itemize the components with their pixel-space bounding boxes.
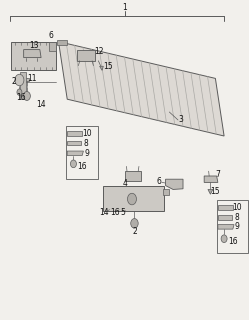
Polygon shape <box>24 50 41 58</box>
Text: 6: 6 <box>156 177 161 186</box>
Polygon shape <box>67 151 83 156</box>
Text: 16: 16 <box>77 162 87 171</box>
Polygon shape <box>67 141 81 145</box>
Text: 15: 15 <box>211 187 220 196</box>
Polygon shape <box>57 40 67 45</box>
Text: 9: 9 <box>84 149 89 158</box>
Text: 16: 16 <box>111 208 120 217</box>
Circle shape <box>15 74 24 86</box>
Polygon shape <box>166 179 183 189</box>
Text: 8: 8 <box>83 139 88 148</box>
Text: 10: 10 <box>82 129 91 138</box>
Polygon shape <box>218 225 234 229</box>
Text: 1: 1 <box>122 4 127 12</box>
Circle shape <box>131 219 138 228</box>
Text: 16: 16 <box>228 237 238 246</box>
Polygon shape <box>218 215 232 220</box>
Polygon shape <box>100 66 103 70</box>
Polygon shape <box>103 186 164 211</box>
Text: 10: 10 <box>232 203 241 212</box>
Bar <box>217 200 248 253</box>
Polygon shape <box>204 176 218 182</box>
Polygon shape <box>77 50 95 61</box>
Text: 2: 2 <box>11 77 16 86</box>
Polygon shape <box>67 131 82 136</box>
Circle shape <box>17 89 22 95</box>
Text: 9: 9 <box>234 222 239 231</box>
Circle shape <box>23 92 30 100</box>
Circle shape <box>127 193 136 205</box>
Bar <box>66 126 98 179</box>
Circle shape <box>221 235 227 243</box>
Polygon shape <box>49 42 56 51</box>
Text: 2: 2 <box>132 227 137 236</box>
Circle shape <box>70 160 76 168</box>
Text: 8: 8 <box>234 213 239 222</box>
Polygon shape <box>20 72 26 99</box>
Text: 7: 7 <box>215 170 220 179</box>
Polygon shape <box>208 189 213 194</box>
Text: 5: 5 <box>121 208 126 217</box>
Polygon shape <box>218 205 233 210</box>
Text: 4: 4 <box>123 179 127 188</box>
Polygon shape <box>124 171 141 181</box>
Text: 3: 3 <box>178 115 183 124</box>
Polygon shape <box>24 78 29 81</box>
Text: 6: 6 <box>49 31 54 40</box>
Text: 11: 11 <box>27 74 37 83</box>
Text: 16: 16 <box>16 93 26 102</box>
Text: 14: 14 <box>99 208 109 217</box>
Text: 14: 14 <box>36 100 46 109</box>
Text: 12: 12 <box>94 47 104 56</box>
Text: 15: 15 <box>103 62 112 71</box>
Polygon shape <box>163 189 169 195</box>
Polygon shape <box>11 42 56 70</box>
Text: 13: 13 <box>29 41 38 50</box>
Polygon shape <box>59 42 224 136</box>
